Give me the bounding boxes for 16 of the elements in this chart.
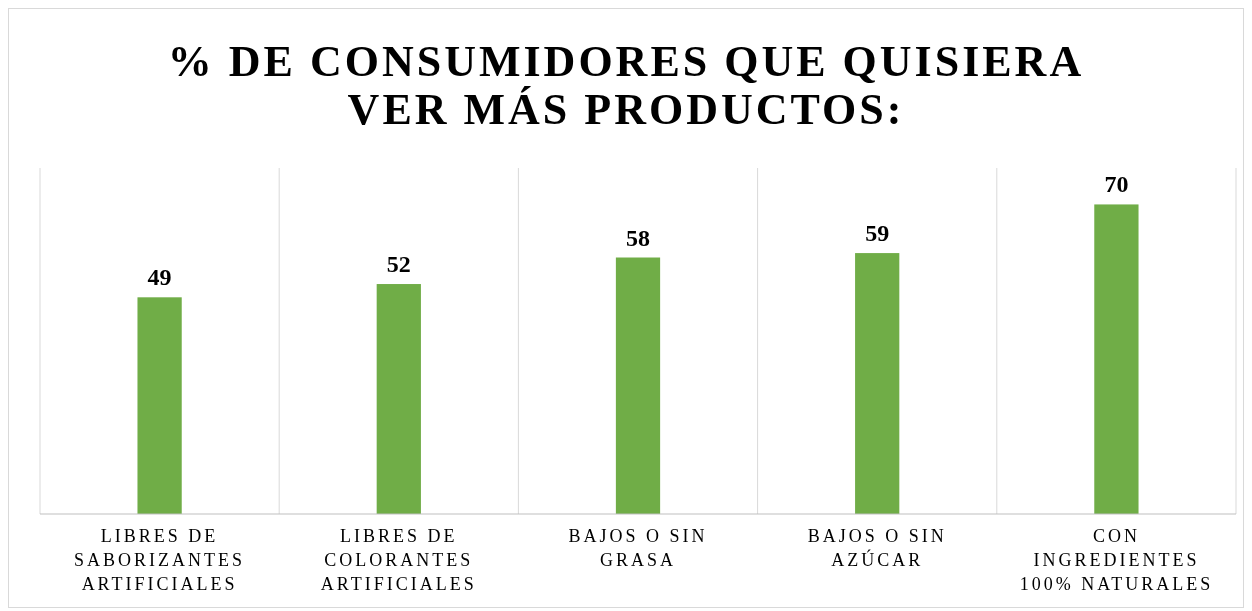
bar — [855, 253, 900, 514]
data-label: 52 — [386, 251, 411, 278]
x-tick-label: BAJOS O SIN GRASA — [568, 526, 708, 570]
x-tick-label: CON INGREDIENTES 100% NATURALES — [1019, 526, 1214, 594]
x-tick-label: LIBRES DE COLORANTES ARTIFICIALES — [320, 526, 477, 594]
data-label: 70 — [1104, 171, 1129, 198]
bar — [615, 257, 661, 514]
bar — [137, 297, 182, 514]
chart-title: % DE CONSUMIDORES QUE QUISIERA VER MÁS PRODUCTOS: — [167, 37, 1085, 134]
data-label: 59 — [865, 220, 890, 247]
bar — [1094, 204, 1139, 514]
data-label: 49 — [147, 264, 172, 291]
bar — [376, 284, 421, 514]
data-label: 58 — [626, 224, 650, 251]
x-tick-label: BAJOS O SIN AZÚCAR — [807, 526, 947, 570]
x-tick-label: LIBRES DE SABORIZANTES ARTIFICIALES — [74, 526, 246, 594]
